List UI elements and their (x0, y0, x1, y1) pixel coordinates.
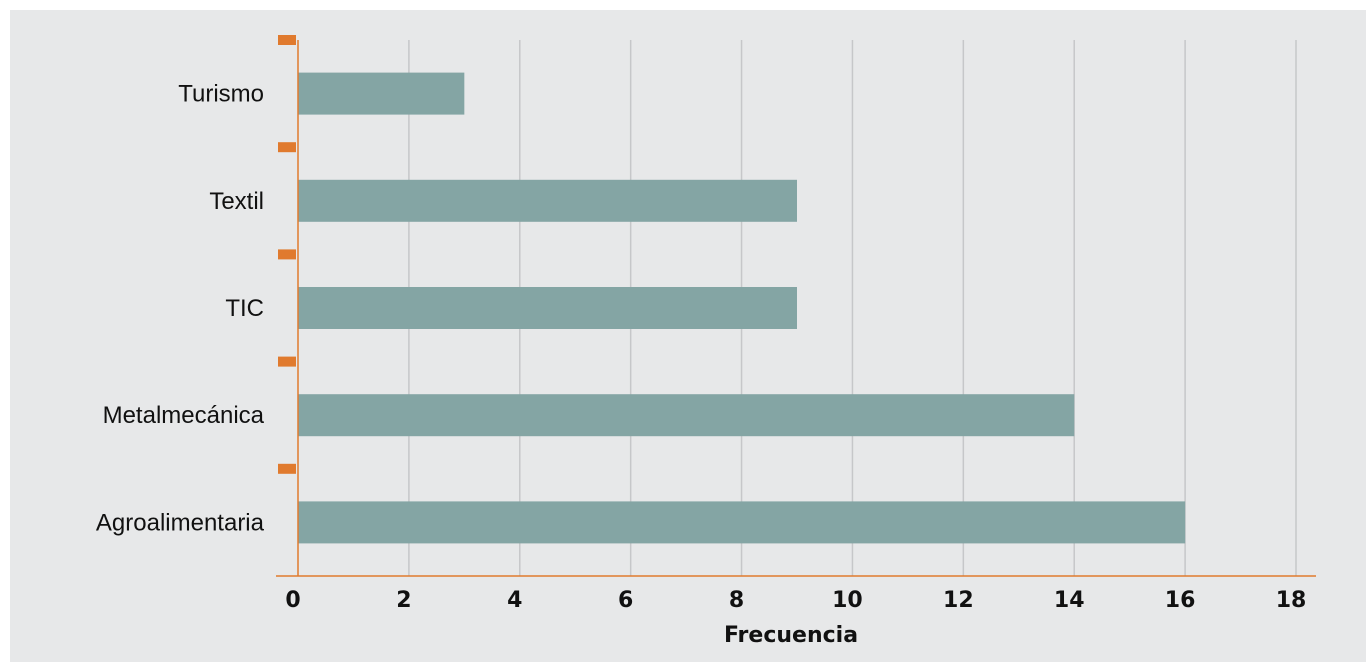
bars (298, 72, 1186, 544)
x-tick-label: 4 (507, 588, 522, 613)
y-tick-mark (278, 142, 296, 153)
x-axis-title: Frecuencia (724, 623, 858, 648)
bar (298, 72, 465, 115)
x-tick-label: 14 (1054, 588, 1085, 613)
y-tick-mark (278, 249, 296, 260)
y-tick-mark (278, 356, 296, 367)
y-tick-mark (278, 463, 296, 474)
x-tick-label: 0 (285, 588, 300, 613)
x-tick-label: 16 (1165, 588, 1196, 613)
y-category-label: Textil (209, 188, 264, 215)
bar-chart: 0 2 4 6 8 10 12 14 16 18 Turismo Textil TIC Metalmecá… (96, 35, 1316, 648)
bar (298, 394, 1075, 437)
x-tick-label: 8 (729, 588, 744, 613)
x-tick-label: 6 (618, 588, 633, 613)
x-tick-label: 18 (1276, 588, 1307, 613)
bar (298, 501, 1186, 544)
x-tick-label: 12 (943, 588, 974, 613)
bar (298, 287, 797, 329)
gridlines (408, 40, 1297, 576)
x-tick-label: 10 (832, 588, 863, 613)
y-category-label: Metalmecánica (103, 402, 265, 429)
x-tick-label: 2 (396, 588, 411, 613)
bar (298, 179, 797, 222)
y-category-label: Agroalimentaria (96, 509, 265, 536)
y-category-label: TIC (225, 295, 264, 322)
y-tick-mark (278, 35, 296, 45)
y-category-label: Turismo (178, 81, 264, 108)
chart-panel: 0 2 4 6 8 10 12 14 16 18 Turismo Textil TIC Metalmecá… (10, 10, 1366, 662)
labels: 0 2 4 6 8 10 12 14 16 18 Turismo Textil TIC Metalmecá… (96, 81, 1306, 613)
axes (276, 35, 1316, 577)
